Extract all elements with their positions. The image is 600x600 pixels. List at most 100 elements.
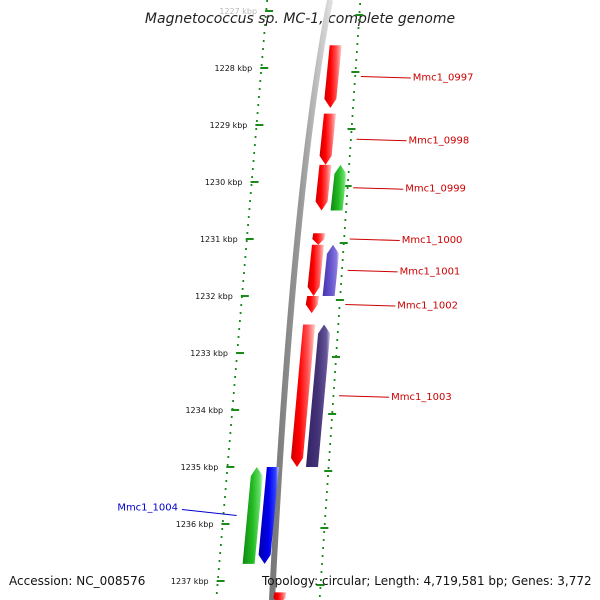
- ruler-dot: [334, 371, 336, 373]
- ruler-dot: [261, 56, 264, 58]
- ruler-dot: [319, 587, 322, 589]
- ruler-dot: [358, 11, 361, 13]
- ruler-tick-mark: [240, 295, 249, 297]
- ruler-dot: [222, 512, 225, 514]
- ruler-tick-mark: [221, 523, 230, 525]
- ruler-dot: [338, 307, 341, 309]
- ruler-tick-mark-right: [331, 356, 340, 358]
- ruler-dot: [220, 536, 223, 538]
- gene-label-leader: [353, 187, 404, 190]
- ruler-dot: [240, 304, 243, 306]
- ruler-dot: [221, 528, 224, 530]
- ruler-dot: [334, 363, 337, 365]
- gene-label-mmc1-1003: Mmc1_1003: [391, 392, 452, 403]
- ruler-dot: [234, 376, 237, 378]
- ruler-dot: [328, 459, 330, 461]
- ruler-dot: [353, 91, 356, 93]
- ruler-dot: [344, 219, 347, 221]
- gene-labels: Mmc1_0997 Mmc1_0998 Mmc1_0999 Mmc1_1000 Mmc1…: [117, 73, 473, 516]
- ruler-dot: [354, 75, 357, 77]
- ruler-dot: [232, 400, 234, 402]
- ruler-tick-mark: [231, 409, 240, 411]
- ruler-dot: [219, 552, 222, 554]
- ruler-dot: [224, 496, 226, 498]
- ruler-dot: [335, 347, 338, 349]
- ruler-dot: [234, 368, 237, 370]
- ruler-tick-label: 1237 kbp: [171, 577, 209, 586]
- ruler-dot: [358, 19, 360, 21]
- ruler-dot: [264, 16, 267, 18]
- ruler-dot: [324, 515, 327, 517]
- ruler-dot: [248, 208, 251, 210]
- ruler-tick-mark-right: [351, 71, 360, 73]
- ruler-dot: [343, 235, 346, 237]
- accession-text: Accession: NC_008576: [9, 574, 146, 588]
- ruler-dot: [351, 123, 353, 125]
- ruler-dot: [219, 544, 222, 546]
- ruler-dot: [253, 152, 256, 154]
- ruler-dot: [322, 547, 325, 549]
- ruler-tick-mark-right: [316, 584, 325, 586]
- ruler-dot: [333, 379, 336, 381]
- ruler-dot: [337, 315, 340, 317]
- ruler-dot: [343, 227, 346, 229]
- ruler-dot: [245, 240, 248, 242]
- gene-label-leader: [339, 395, 390, 398]
- ruler-dot: [230, 424, 232, 426]
- ruler-dotted-guide-right: [318, 3, 361, 597]
- ruler-dot: [225, 480, 228, 482]
- ruler-tick-mark: [260, 67, 269, 69]
- ruler-dot: [223, 504, 226, 506]
- ruler-tick-label: 1235 kbp: [181, 463, 219, 472]
- ruler-dot: [349, 139, 352, 141]
- ruler-dot: [230, 416, 233, 418]
- gene-label-mmc1-1001: Mmc1_1001: [400, 266, 461, 277]
- ruler-dot: [347, 171, 350, 173]
- ruler-dot: [260, 72, 262, 74]
- ruler-tick-label: 1227 kbp: [219, 7, 257, 16]
- ruler-dot: [249, 200, 251, 202]
- ruler-dot: [357, 27, 360, 29]
- ruler-dot: [346, 195, 348, 197]
- ruler-tick-label: 1233 kbp: [190, 349, 228, 358]
- ruler-dot: [323, 531, 326, 533]
- ruler-dot: [228, 440, 231, 442]
- ruler-dot: [238, 328, 241, 330]
- gene-track: [242, 45, 347, 600]
- ruler-dot: [336, 339, 339, 341]
- gene-label-leader: [345, 304, 396, 307]
- ruler-dot: [249, 192, 252, 194]
- gene-mmc1-1002: [305, 296, 320, 314]
- gene-label-mmc1-0999: Mmc1_0999: [405, 184, 466, 195]
- ruler-dot: [222, 520, 224, 522]
- ruler-dot: [352, 99, 355, 101]
- ruler-dot: [326, 483, 329, 485]
- ruler-dot: [354, 67, 357, 69]
- ruler-dot: [333, 387, 335, 389]
- gene-label-mmc1-0997: Mmc1_0997: [413, 73, 474, 84]
- ruler-dot: [245, 248, 247, 250]
- gene-label-mmc1-0998: Mmc1_0998: [409, 135, 470, 146]
- ruler-dot: [332, 395, 335, 397]
- ruler-tick-mark: [216, 580, 225, 582]
- ruler-dot: [342, 251, 345, 253]
- ruler-dot: [241, 288, 244, 290]
- ruler-dot: [250, 184, 253, 186]
- ruler-dot: [359, 3, 361, 5]
- ruler-dot: [233, 384, 236, 386]
- ruler-dot: [350, 131, 353, 133]
- ruler-dot: [256, 112, 259, 114]
- ruler-tick-mark-right: [320, 527, 329, 529]
- ruler-dot: [339, 291, 342, 293]
- ruler-tick-mark-right: [328, 413, 337, 415]
- ruler-dot: [251, 176, 254, 178]
- ruler-tick-label: 1236 kbp: [176, 520, 214, 529]
- ruler-dot: [260, 64, 263, 66]
- ruler-dot: [321, 555, 324, 557]
- ruler-dot: [263, 32, 266, 34]
- ruler-dot: [355, 51, 358, 53]
- ruler-tick-label: 1234 kbp: [185, 406, 223, 415]
- ruler-dot: [327, 475, 329, 477]
- ruler-dot: [265, 8, 268, 10]
